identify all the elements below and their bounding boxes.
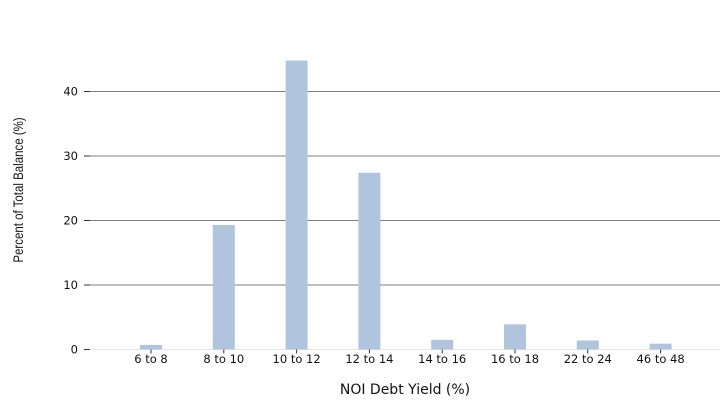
y-tick-label-0: 0: [71, 343, 78, 357]
x-tick-label-22-to-24: 22 to 24: [564, 352, 612, 366]
x-axis-title: NOI Debt Yield (%): [340, 382, 470, 398]
bar-10-to-12: [285, 60, 308, 350]
x-tick-label-14-to-16: 14 to 16: [418, 352, 466, 366]
x-tick-label-8-to-10: 8 to 10: [203, 352, 244, 366]
y-tick-label-10: 10: [63, 278, 78, 292]
bar-12-to-14: [358, 172, 381, 350]
x-tick-label-16-to-18: 16 to 18: [491, 352, 539, 366]
x-tick-label-10-to-12: 10 to 12: [273, 352, 321, 366]
bar-6-to-8: [140, 344, 162, 350]
bars: [140, 60, 672, 350]
grid-lines: [90, 91, 720, 350]
x-axis-ticks: 6 to 8 8 to 10 10 to 12 12 to 14 14 to 16 16 …: [134, 349, 685, 366]
bar-22-to-24: [576, 340, 599, 350]
x-tick-label-12-to-14: 12 to 14: [345, 352, 393, 366]
x-tick-label-46-to-48: 46 to 48: [637, 352, 685, 366]
y-axis-title: Percent of Total Balance (%): [10, 117, 26, 262]
bar-16-to-18: [504, 324, 526, 350]
y-tick-label-20: 20: [63, 214, 78, 228]
y-tick-label-40: 40: [63, 85, 78, 99]
y-axis-ticks: 0 10 20 30 40: [63, 85, 90, 357]
x-tick-label-6-to-8: 6 to 8: [134, 352, 168, 366]
bar-14-to-16: [431, 339, 454, 350]
bar-8-to-10: [212, 225, 235, 350]
bar-46-to-48: [649, 343, 672, 350]
y-tick-label-30: 30: [63, 149, 78, 163]
